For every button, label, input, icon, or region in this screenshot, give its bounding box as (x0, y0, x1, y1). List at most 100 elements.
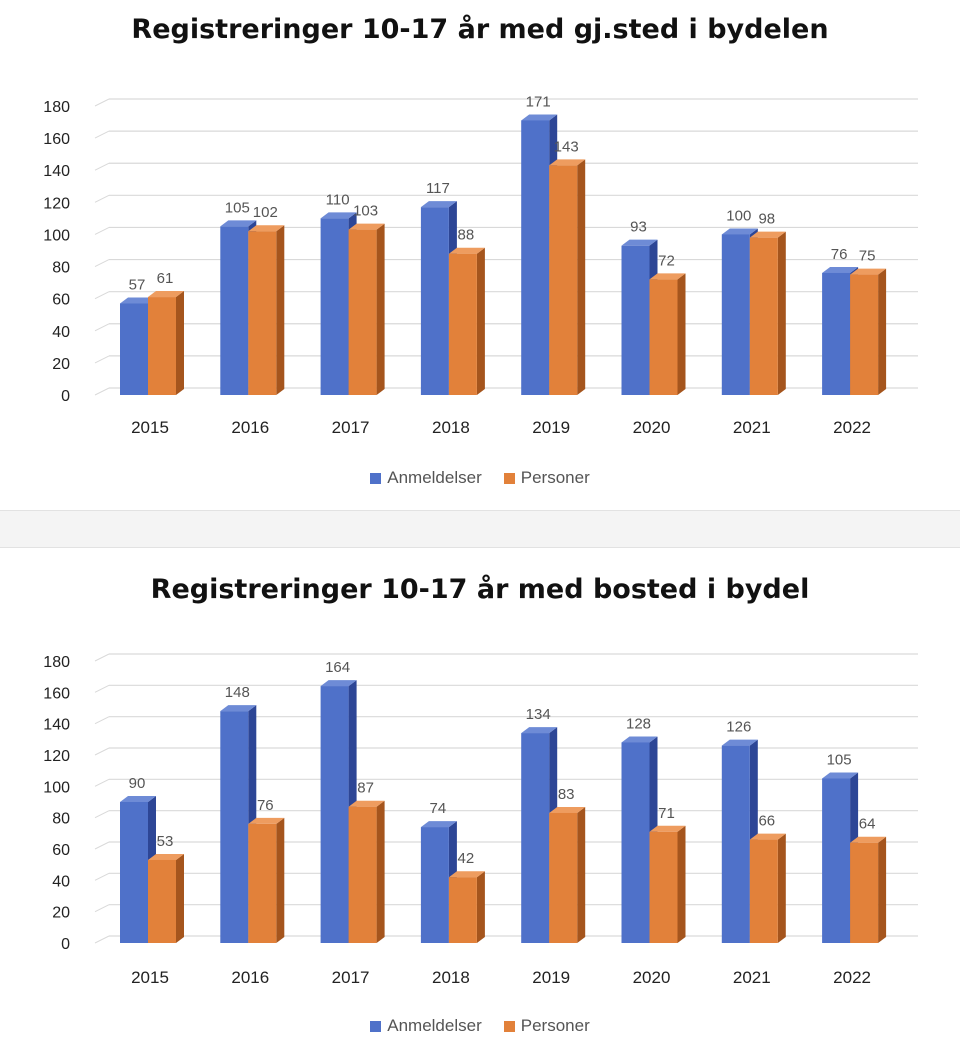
data-label-anmeldelser: 90 (129, 775, 146, 792)
bar-top-anmeldelser (521, 114, 558, 121)
chart-panel-gj-sted: 0 20 40 60 80 100 120 140 160 180 57 61 2015 105 102 20… (0, 0, 960, 510)
bar-top-anmeldelser (420, 821, 457, 828)
bar-side-personer (777, 231, 786, 395)
bar-side-personer (276, 817, 285, 943)
data-label-personer: 64 (859, 816, 876, 833)
bar-top-personer (850, 836, 887, 843)
bar-anmeldelser (220, 711, 249, 943)
bar-personer (248, 231, 277, 395)
legend-label: Anmeldelser (387, 468, 482, 487)
gridline-depth (94, 716, 110, 725)
x-tick-label: 2016 (231, 968, 269, 987)
bar-side-personer (276, 225, 285, 395)
data-label-anmeldelser: 105 (225, 199, 250, 216)
x-tick-label: 2020 (633, 968, 671, 987)
bar-top-personer (749, 833, 786, 840)
bar-side-personer (376, 223, 385, 395)
bar-anmeldelser (721, 745, 750, 943)
data-label-anmeldelser: 171 (526, 93, 551, 110)
bar-side-personer (878, 836, 887, 943)
bar-anmeldelser (521, 733, 550, 943)
gridline-depth (94, 194, 110, 203)
chart-title: Registreringer 10-17 år med bosted i byd… (150, 574, 810, 605)
y-tick-label: 100 (43, 227, 70, 244)
bar-personer (649, 279, 678, 395)
bar-top-anmeldelser (621, 736, 658, 743)
bar-top-anmeldelser (420, 201, 457, 208)
bar-personer (549, 812, 578, 943)
data-label-anmeldelser: 134 (526, 706, 551, 723)
x-tick-label: 2021 (733, 968, 771, 987)
data-label-anmeldelser: 100 (726, 207, 751, 224)
data-label-personer: 42 (458, 850, 475, 867)
y-tick-label: 180 (43, 654, 70, 671)
data-label-personer: 88 (458, 227, 475, 244)
bar-top-anmeldelser (320, 680, 357, 687)
gridline-depth (94, 778, 110, 787)
plot-area: 0 20 40 60 80 100 120 140 160 180 57 61 2015 105 102 20… (43, 93, 918, 437)
bar-side-personer (677, 825, 686, 943)
data-label-personer: 76 (257, 797, 274, 814)
data-label-personer: 72 (658, 252, 675, 269)
data-label-anmeldelser: 57 (129, 276, 146, 293)
x-tick-label: 2015 (131, 968, 169, 987)
bar-anmeldelser (621, 245, 650, 395)
bar-top-anmeldelser (220, 220, 257, 227)
bar-side-personer (376, 800, 385, 943)
bar-personer (749, 237, 778, 395)
legend-label: Personer (520, 1016, 590, 1035)
bar-top-anmeldelser (220, 705, 257, 712)
legend: Anmeldelser Personer (0, 468, 960, 488)
data-label-anmeldelser: 117 (426, 180, 450, 197)
y-tick-label: 40 (52, 324, 70, 341)
bar-top-personer (549, 159, 586, 166)
gridline-depth (94, 130, 110, 139)
data-label-personer: 75 (859, 248, 876, 265)
x-tick-label: 2017 (332, 968, 370, 987)
gridline-depth (94, 291, 110, 300)
chart-title: Registreringer 10-17 år med gj.sted i by… (131, 14, 829, 45)
bar-top-anmeldelser (822, 266, 859, 273)
bar-anmeldelser (721, 234, 750, 395)
data-label-personer: 66 (758, 813, 775, 830)
data-label-anmeldelser: 128 (626, 715, 651, 732)
bar-side-personer (176, 291, 184, 395)
data-label-anmeldelser: 93 (630, 219, 647, 236)
bar-side-personer (176, 853, 184, 943)
y-tick-label: 140 (43, 163, 70, 180)
bar-side-personer (677, 273, 686, 395)
bar-top-personer (348, 223, 385, 230)
legend: Anmeldelser Personer (0, 1016, 960, 1036)
bar-top-anmeldelser (822, 772, 859, 779)
legend-swatch-personer (503, 472, 515, 484)
bar-top-anmeldelser (721, 228, 758, 235)
plot-area: 0 20 40 60 80 100 120 140 160 180 90 53 2015 148 76 201… (43, 653, 918, 987)
bar-anmeldelser (220, 226, 249, 395)
legend-item-anmeldelser: Anmeldelser (370, 468, 482, 488)
legend-item-anmeldelser: Anmeldelser (370, 1016, 482, 1036)
gridline-depth (94, 387, 110, 396)
y-tick-label: 120 (43, 748, 70, 765)
data-label-personer: 61 (157, 270, 174, 287)
x-tick-label: 2015 (131, 418, 169, 437)
data-label-anmeldelser: 74 (430, 800, 447, 817)
x-tick-label: 2019 (532, 968, 570, 987)
bar-top-anmeldelser (320, 212, 357, 219)
panel-separator (0, 510, 960, 548)
gridline-depth (94, 355, 110, 364)
bar-top-anmeldelser (621, 239, 658, 246)
bar-anmeldelser (521, 120, 550, 395)
legend-swatch-anmeldelser (370, 1020, 382, 1032)
y-tick-label: 120 (43, 195, 70, 212)
bar-anmeldelser (420, 207, 449, 395)
bar-top-personer (850, 268, 887, 275)
bar-anmeldelser (120, 802, 148, 943)
data-label-personer: 143 (554, 138, 579, 155)
bar-top-personer (749, 231, 786, 238)
bar-personer (448, 253, 477, 395)
y-tick-label: 80 (52, 260, 70, 277)
y-tick-label: 60 (52, 292, 70, 309)
data-label-personer: 98 (758, 211, 775, 228)
bar-personer (348, 806, 377, 943)
data-label-personer: 83 (558, 786, 575, 803)
